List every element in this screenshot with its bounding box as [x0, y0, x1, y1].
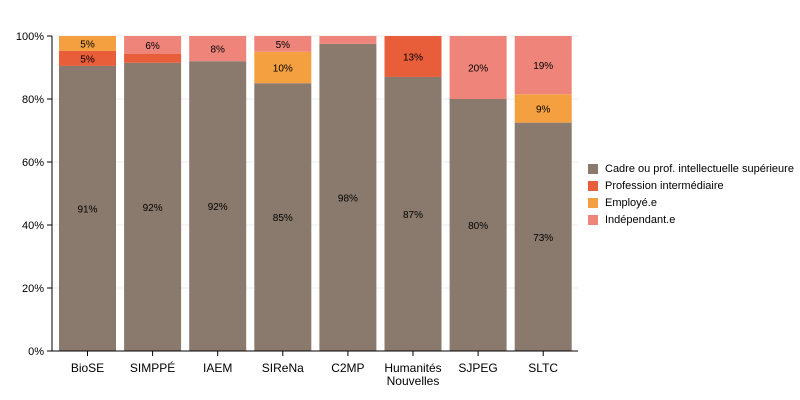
y-tick-label: 0% [28, 346, 44, 358]
legend-swatch [588, 197, 598, 208]
bar-segment [59, 36, 116, 51]
bar-segment [124, 53, 182, 63]
legend-label: Profession intermédiaire [605, 179, 724, 192]
bar-segment [59, 50, 116, 66]
legend-item: Profession intermédiaire [588, 177, 794, 194]
legend-label: Cadre ou prof. intellectuelle supérieure [605, 162, 794, 175]
legend-item: Employé.e [588, 194, 794, 211]
data-label: 87% [403, 210, 423, 221]
bar-segment [449, 99, 507, 351]
bar-segment [254, 83, 312, 351]
legend-item: Cadre ou prof. intellectuelle supérieure [588, 160, 794, 177]
data-label: 5% [80, 39, 95, 50]
x-tick-label: SLTC [528, 361, 558, 375]
bar-segment [254, 51, 312, 84]
y-tick-label: 20% [22, 283, 44, 295]
bar-segment [124, 62, 182, 352]
x-tick-label: SIMPPÉ [130, 360, 175, 375]
bar-segment [514, 94, 572, 123]
bar-segment [384, 76, 442, 351]
legend-swatch [588, 163, 598, 174]
bar-segment [189, 61, 247, 351]
bar-segment [384, 36, 442, 77]
data-label: 19% [533, 61, 553, 72]
data-label: 92% [143, 203, 163, 214]
y-tick-label: 80% [22, 94, 44, 106]
data-label: 13% [403, 52, 423, 63]
data-label: 85% [273, 213, 293, 224]
bar-segment [319, 43, 377, 351]
data-label: 98% [338, 193, 358, 204]
data-label: 5% [276, 40, 291, 51]
bar-segment [319, 36, 377, 44]
data-label: 8% [210, 45, 225, 56]
x-tick-label: SJPEG [458, 361, 497, 375]
bar-segment [59, 65, 116, 352]
x-tick-label: BioSE [71, 361, 104, 375]
data-label: 20% [468, 64, 488, 75]
bar-segment [514, 122, 572, 351]
data-label: 80% [468, 221, 488, 232]
x-tick-label: Nouvelles [387, 374, 440, 388]
data-label: 6% [145, 41, 160, 52]
legend-label: Employé.e [605, 196, 657, 209]
data-label: 9% [536, 104, 551, 115]
bar-segment [449, 36, 507, 99]
x-tick-label: SIReNa [262, 361, 304, 375]
x-tick-label: IAEM [203, 361, 232, 375]
bar-segment [124, 36, 182, 54]
legend-label: Indépendant.e [605, 213, 676, 226]
legend-swatch [588, 180, 598, 191]
y-tick-label: 100% [16, 31, 44, 43]
y-tick-label: 60% [22, 157, 44, 169]
x-tick-label: C2MP [331, 361, 364, 375]
x-tick-label: Humanités [384, 361, 441, 375]
legend: Cadre ou prof. intellectuelle supérieure… [588, 160, 794, 228]
data-label: 10% [273, 64, 293, 75]
data-label: 73% [533, 233, 553, 244]
bar-segment [189, 36, 247, 62]
legend-swatch [588, 214, 598, 225]
data-label: 92% [208, 202, 228, 213]
legend-item: Indépendant.e [588, 211, 794, 228]
y-tick-label: 40% [22, 220, 44, 232]
data-label: 5% [80, 54, 95, 65]
bar-segment [254, 36, 312, 52]
bar-segment [514, 36, 572, 95]
data-label: 91% [77, 204, 97, 215]
